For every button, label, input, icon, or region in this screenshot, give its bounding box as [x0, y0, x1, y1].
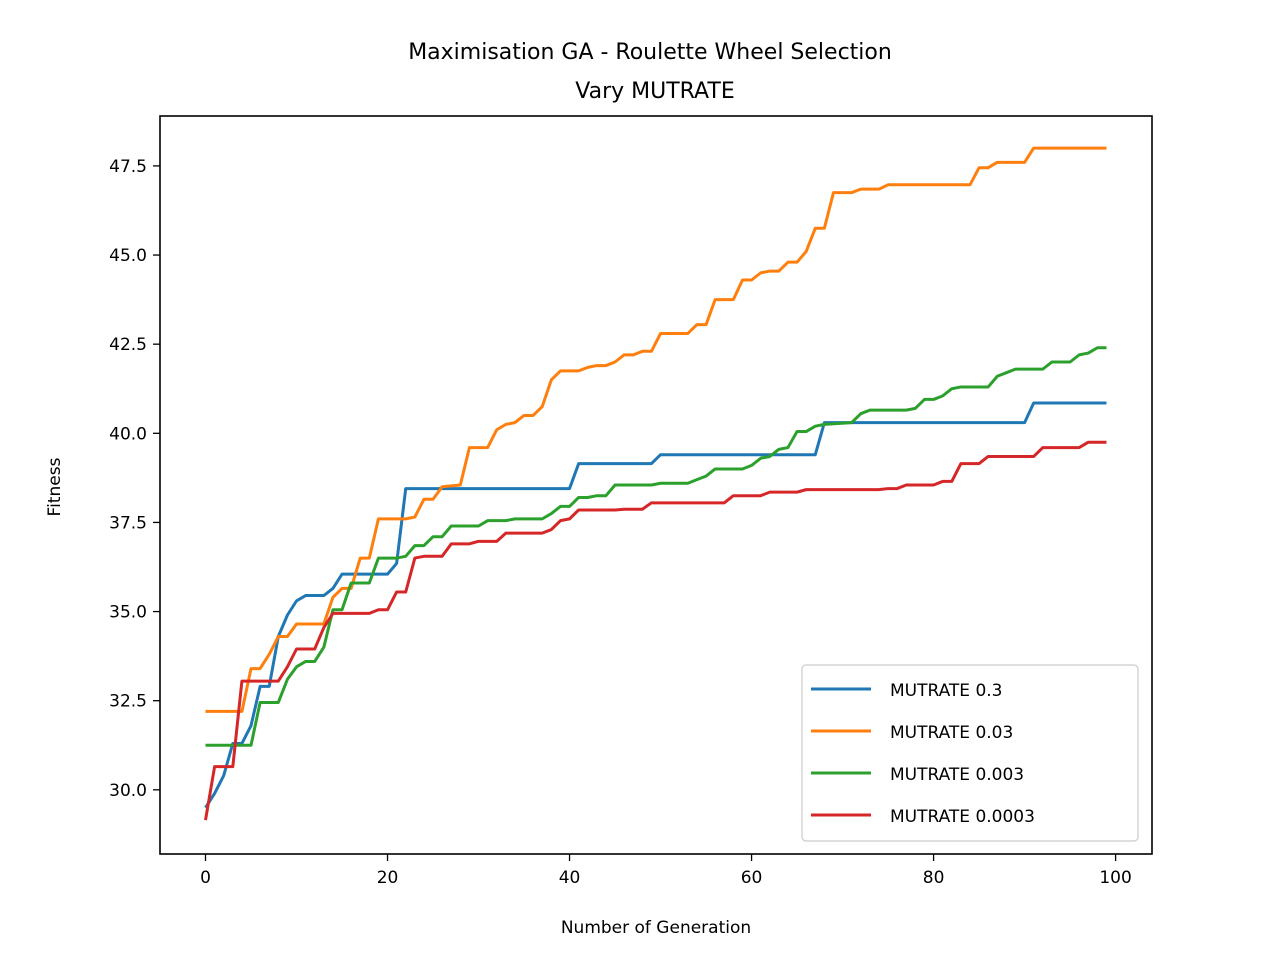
legend-label-2: MUTRATE 0.03: [890, 723, 1013, 743]
x-tick-label: 100: [1099, 868, 1131, 888]
series-line-1: [204, 401, 1107, 809]
legend-label-1: MUTRATE 0.3: [890, 681, 1003, 701]
chart-title: Maximisation GA - Roulette Wheel Selecti…: [408, 40, 892, 65]
legend-box: [801, 664, 1139, 842]
y-tick-label: 35.0: [109, 603, 147, 623]
y-tick-label: 45.0: [109, 246, 147, 266]
legend: MUTRATE 0.3 MUTRATE 0.03 MUTRATE 0.003 MUTR…: [801, 664, 1139, 842]
y-tick-label: 37.5: [109, 513, 147, 533]
y-tick-label: 47.5: [109, 157, 147, 177]
y-tick-label: 42.5: [109, 335, 147, 355]
series-line-3: [205, 346, 1107, 747]
y-tick-label: 30.0: [109, 781, 147, 801]
x-tick-label: 60: [741, 868, 763, 888]
plot-lines: [204, 146, 1107, 821]
legend-label-4: MUTRATE 0.0003: [890, 807, 1035, 827]
x-axis: 0 20 40 60 80 100: [200, 854, 1132, 888]
chart-subtitle: Vary MUTRATE: [575, 79, 734, 104]
y-axis: 30.0 32.5 35.0 37.5 40.0 42.5 45.0 47.5: [109, 157, 160, 801]
x-tick-label: 80: [923, 868, 945, 888]
series-line-2: [205, 146, 1107, 713]
x-axis-label: Number of Generation: [561, 918, 751, 938]
x-tick-label: 40: [559, 868, 581, 888]
y-tick-label: 40.0: [109, 424, 147, 444]
x-tick-label: 0: [200, 868, 211, 888]
plot-frame: [159, 115, 1153, 855]
y-axis-label: Fitness: [45, 457, 65, 516]
x-tick-label: 20: [377, 868, 399, 888]
series-line-4: [204, 440, 1107, 821]
y-tick-label: 32.5: [109, 692, 147, 712]
legend-label-3: MUTRATE 0.003: [890, 765, 1024, 785]
